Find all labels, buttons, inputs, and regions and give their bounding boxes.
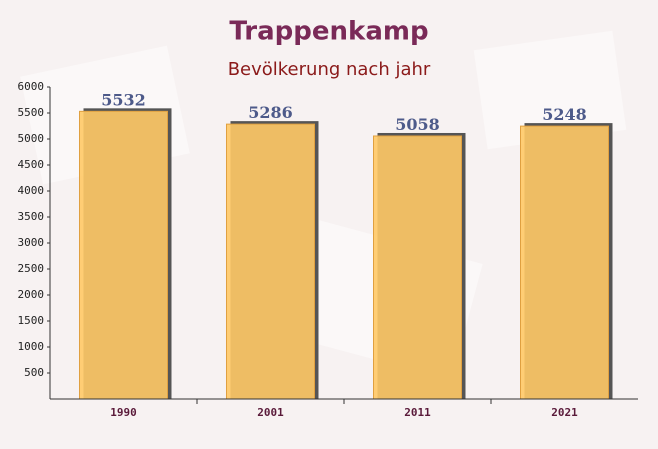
y-tick-label: 1000 [18, 340, 45, 353]
x-tick-label: 2001 [257, 406, 284, 419]
y-tick-label: 4000 [18, 184, 45, 197]
value-label: 5286 [248, 103, 293, 122]
y-tick-label: 5500 [18, 106, 45, 119]
bar [520, 125, 609, 400]
y-tick-label: 1500 [18, 314, 45, 327]
x-tick-label: 1990 [110, 406, 137, 419]
chart-subtitle: Bevölkerung nach jahr [228, 59, 431, 80]
y-tick-label: 2000 [18, 288, 45, 301]
value-label: 5058 [395, 115, 440, 134]
background-shape [473, 30, 627, 150]
value-label: 5532 [101, 90, 146, 109]
bar [373, 135, 462, 400]
x-tick-label: 2011 [404, 406, 431, 419]
y-tick-label: 3000 [18, 236, 45, 249]
y-tick-label: 4500 [18, 158, 45, 171]
value-label: 5248 [542, 105, 587, 124]
y-tick-label: 2500 [18, 262, 45, 275]
bar [226, 123, 315, 400]
chart-title: Trappenkamp [229, 17, 428, 47]
y-tick-label: 6000 [18, 80, 45, 93]
y-tick-label: 5000 [18, 132, 45, 145]
y-tick-label: 3500 [18, 210, 45, 223]
y-tick-label: 500 [24, 366, 44, 379]
bar [79, 110, 168, 400]
x-tick-label: 2021 [551, 406, 578, 419]
